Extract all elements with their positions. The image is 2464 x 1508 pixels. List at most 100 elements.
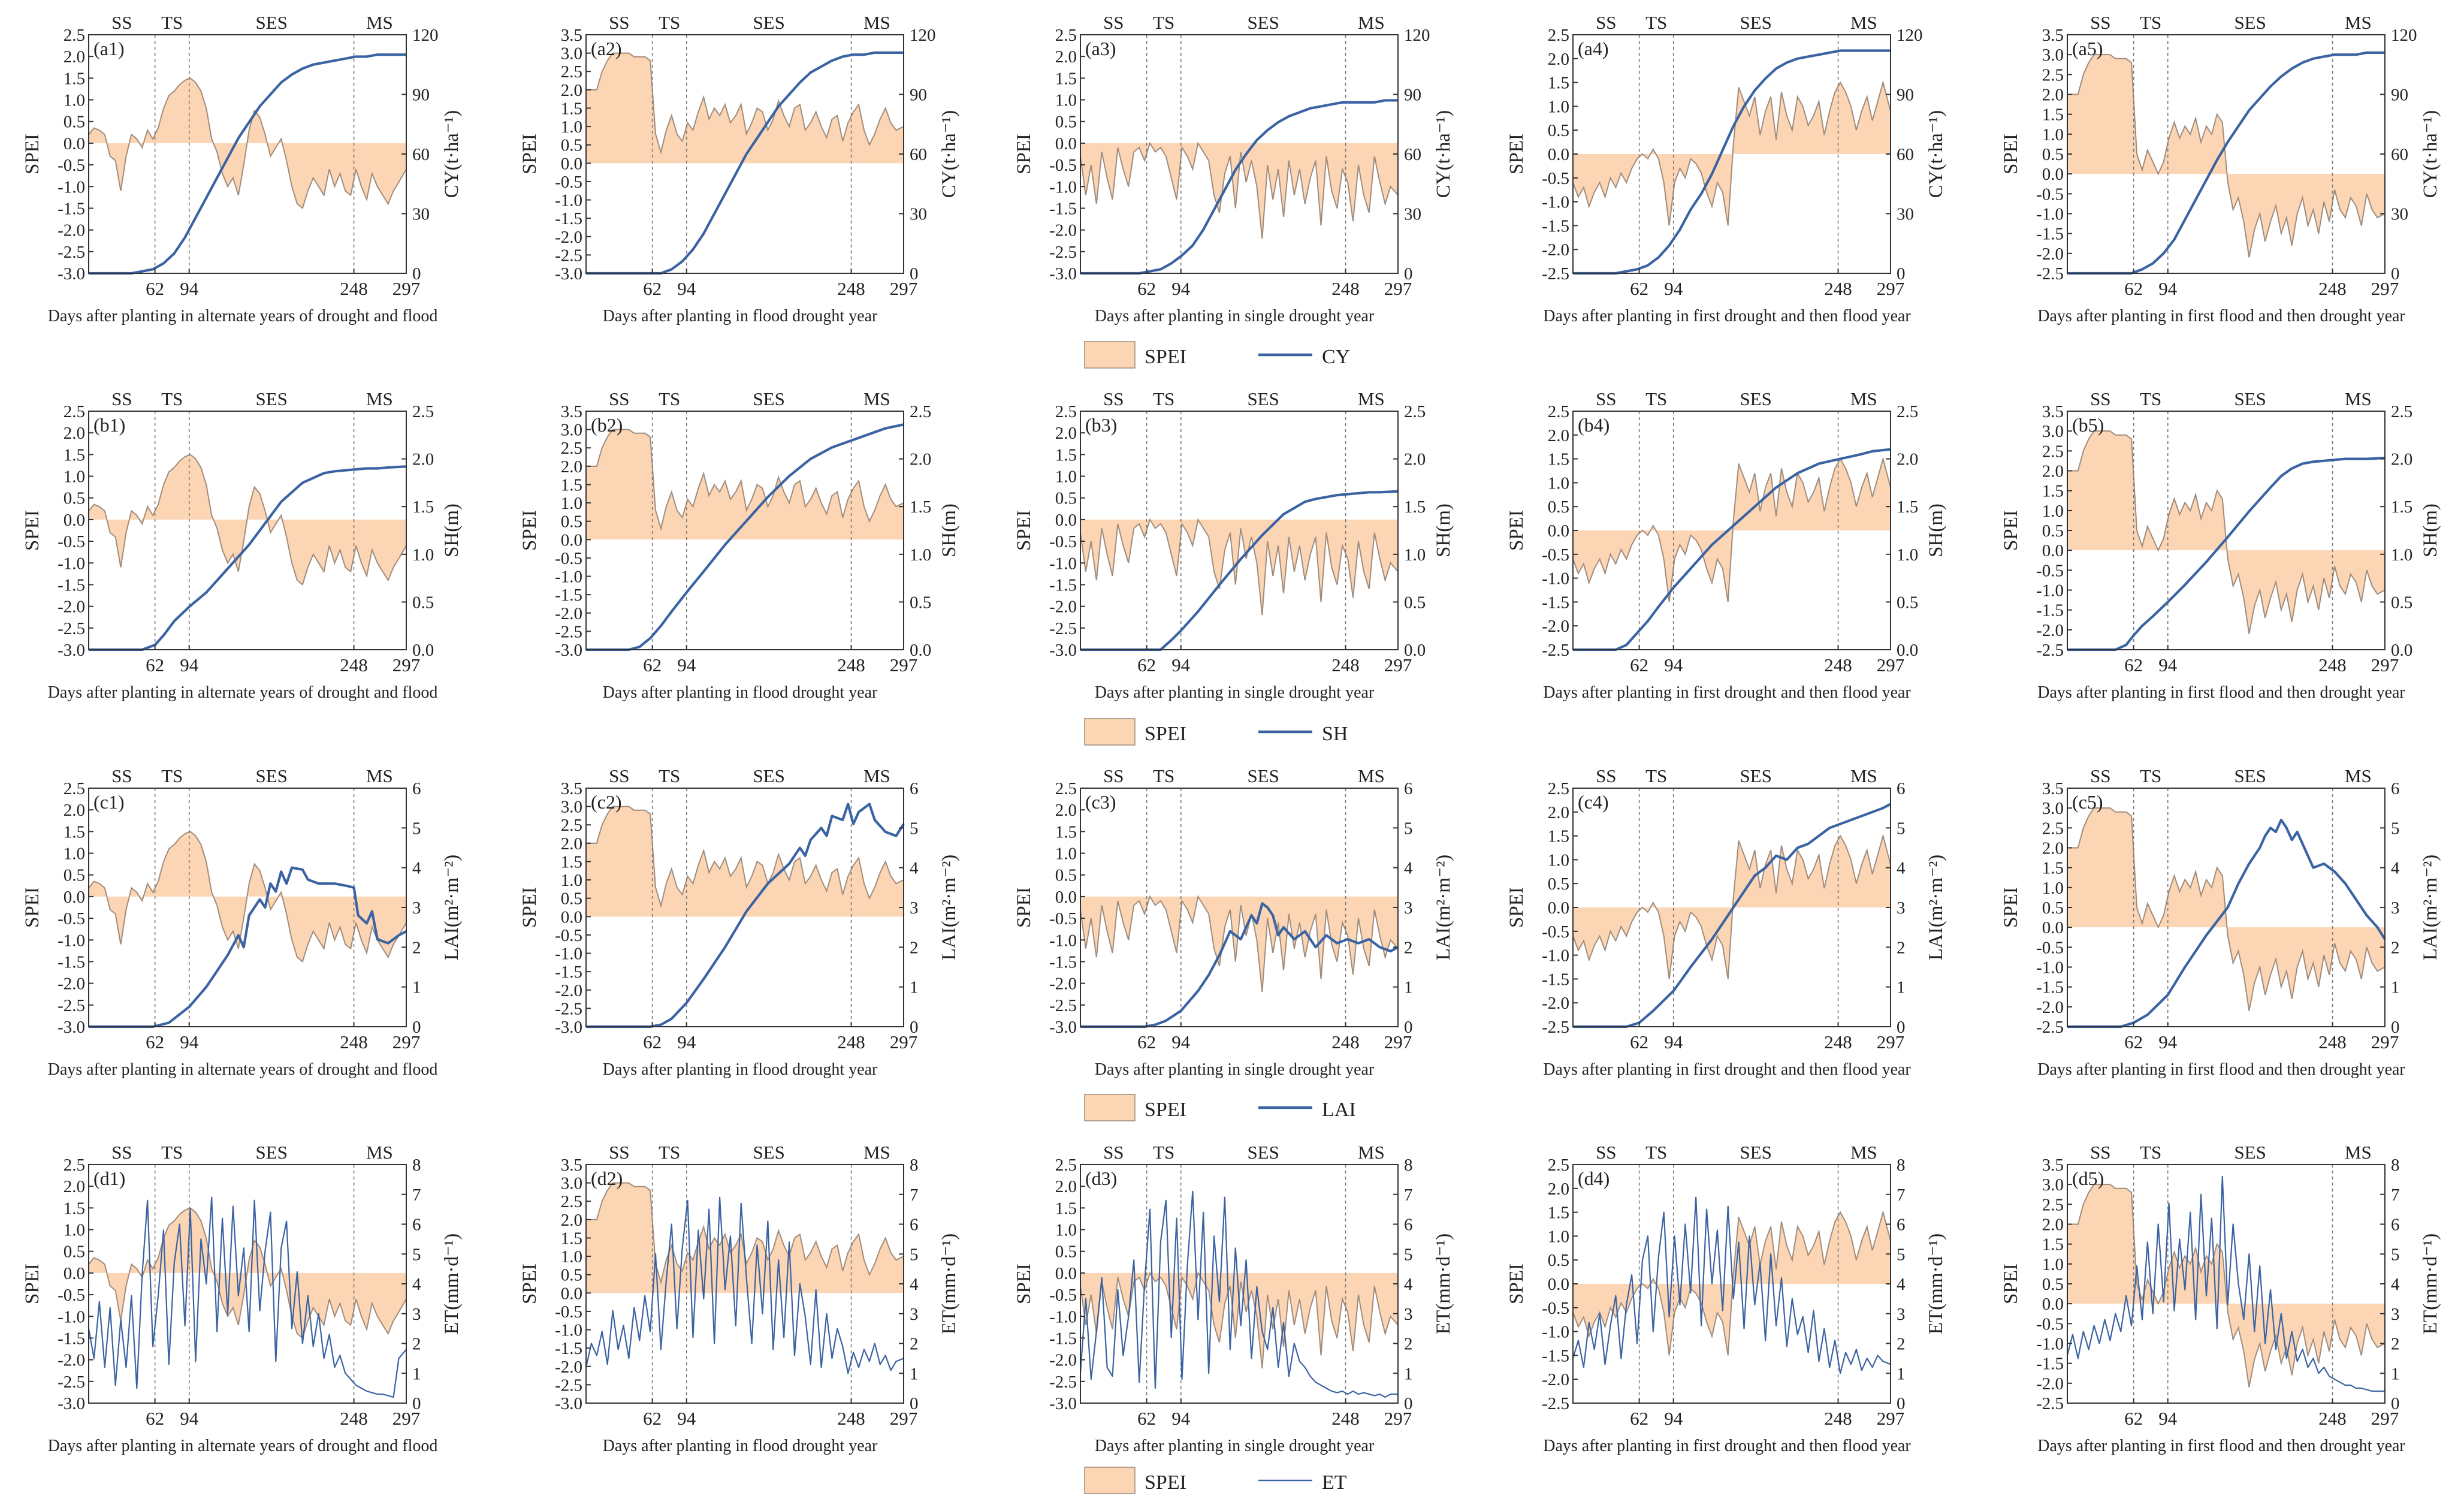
left-tick-label: -2.0 (1542, 994, 1569, 1013)
left-tick-label: -2.5 (58, 996, 85, 1015)
right-tick-label: 2 (910, 1335, 919, 1354)
left-tick-label: 1.5 (64, 822, 85, 842)
left-tick-label: -1.5 (1049, 1329, 1077, 1348)
right-tick-label: 6 (2391, 779, 2400, 798)
spei-line (88, 1207, 407, 1340)
right-tick-label: 3 (910, 898, 919, 918)
left-tick-label: -1.5 (1542, 970, 1569, 989)
left-tick-label: -0.5 (58, 156, 85, 175)
right-tick-label: 1.0 (412, 545, 434, 565)
day-tick-label: 94 (1664, 655, 1683, 675)
spei-line (1572, 833, 1891, 979)
panel-c3: 2.5 2.0 1.5 1.0 0.5 0.0 -0.5 -1.0 -1.5 -2.0 -2.5 -3… (1013, 765, 1454, 1079)
left-axis-title: SPEI (1013, 1263, 1035, 1304)
day-tick-label: 94 (1171, 1032, 1191, 1052)
right-axis-title: LAI(m²·m⁻²) (441, 855, 463, 961)
left-tick-label: -2.5 (58, 243, 85, 262)
left-tick-label: -0.5 (1542, 922, 1569, 942)
left-tick-label: 1.0 (1055, 468, 1077, 487)
right-tick-label: 120 (1897, 26, 1923, 45)
right-tick-label: 5 (2391, 819, 2400, 838)
x-axis-title: Days after planting in single drought ye… (1095, 1060, 1375, 1079)
stage-label: SS (1103, 765, 1124, 786)
stage-label: SES (2234, 765, 2266, 786)
day-tick-label: 94 (180, 278, 199, 299)
left-tick-label: -0.5 (1049, 909, 1077, 928)
day-tick-label: 62 (1137, 1408, 1156, 1429)
day-tick-label: 297 (2371, 655, 2399, 675)
left-tick-label: -2.0 (555, 604, 582, 623)
right-tick-label: 6 (910, 1216, 919, 1235)
left-tick-label: -0.5 (1049, 532, 1077, 551)
left-tick-label: 3.5 (561, 402, 582, 421)
left-tick-label: 0.0 (561, 154, 582, 173)
stage-label: TS (1153, 765, 1174, 786)
right-axis-title: ET(mm·d⁻¹) (1925, 1233, 1947, 1334)
left-tick-label: -1.0 (2036, 1335, 2064, 1354)
right-tick-label: 0 (1404, 264, 1413, 283)
x-axis-title: Days after planting in first flood and t… (2037, 683, 2405, 702)
panel-label: (a1) (93, 38, 125, 59)
spei-area (1080, 896, 1398, 993)
stage-label: TS (1645, 388, 1667, 409)
stage-label: MS (1850, 388, 1877, 409)
day-tick-label: 297 (392, 1408, 421, 1429)
left-tick-label: 1.5 (2042, 1235, 2064, 1254)
right-tick-label: 0.0 (2391, 641, 2412, 660)
spei-line (1080, 518, 1399, 616)
stage-label: TS (1153, 1142, 1174, 1163)
legend-d: SPEI ET (1084, 1467, 1347, 1494)
left-tick-label: 2.5 (64, 1156, 85, 1175)
right-tick-label: 90 (910, 86, 927, 105)
left-tick-label: 0.5 (64, 113, 85, 132)
day-tick-label: 248 (1824, 1408, 1852, 1429)
right-tick-label: 120 (910, 26, 936, 45)
day-tick-label: 297 (890, 1408, 918, 1429)
right-tick-label: 5 (1404, 1245, 1413, 1264)
left-tick-label: 1.0 (1548, 1227, 1569, 1246)
stage-label: SES (255, 388, 287, 409)
x-axis-title: Days after planting in flood drought yea… (603, 1060, 878, 1079)
stage-label: SS (609, 388, 629, 409)
day-tick-label: 94 (677, 1408, 696, 1429)
panel-label: (d5) (2072, 1168, 2104, 1189)
left-tick-label: 3.0 (2042, 46, 2064, 65)
left-tick-label: -1.5 (555, 209, 582, 228)
left-tick-label: -0.5 (58, 532, 85, 551)
left-tick-label: -1.0 (58, 1307, 85, 1326)
right-axis-title: SH(m) (2420, 503, 2441, 557)
panel-d2: 3.53.02.52.01.51.00.50.0-0.5-1.0-1.5-2.0… (519, 1142, 960, 1455)
panel-a2: 3.53.02.52.01.51.00.50.0-0.5-1.0-1.5-2.0… (519, 12, 960, 325)
left-tick-label: -3.0 (58, 1394, 85, 1413)
right-tick-label: 6 (2391, 1216, 2400, 1235)
stage-label: MS (1850, 12, 1877, 33)
right-tick-label: 2.5 (2391, 402, 2412, 421)
right-tick-label: 4 (910, 1275, 919, 1294)
left-tick-label: 0.5 (2042, 521, 2064, 541)
left-tick-label: -1.5 (555, 963, 582, 982)
left-tick-label: -0.5 (2036, 1314, 2064, 1334)
left-tick-label: -3.0 (58, 1018, 85, 1037)
right-tick-label: 1 (412, 1364, 421, 1383)
left-tick-label: 0.5 (2042, 145, 2064, 164)
day-tick-label: 248 (837, 655, 865, 675)
stage-label: MS (366, 765, 393, 786)
stage-label: SS (1596, 12, 1616, 33)
stage-label: MS (366, 388, 393, 409)
right-tick-label: 0.5 (2391, 593, 2412, 612)
right-tick-label: 2.5 (412, 402, 434, 421)
left-tick-label: -2.5 (1049, 996, 1077, 1015)
right-tick-label: 4 (2391, 1275, 2400, 1294)
stage-label: TS (659, 1142, 680, 1163)
left-tick-label: 0.5 (1548, 497, 1569, 517)
day-tick-label: 62 (1630, 655, 1648, 675)
stage-label: TS (1645, 765, 1667, 786)
left-tick-label: -0.5 (2036, 938, 2064, 957)
right-tick-label: 2.5 (910, 402, 931, 421)
day-tick-label: 62 (146, 1032, 164, 1052)
left-tick-label: 0.0 (64, 511, 85, 530)
panel-c5: 3.53.02.52.01.51.00.50.0-0.5-1.0-1.5-2.0… (2000, 765, 2441, 1079)
legend-line-label: CY (1322, 346, 1350, 368)
left-tick-label: 2.5 (1548, 26, 1569, 45)
left-tick-label: 1.5 (561, 99, 582, 118)
